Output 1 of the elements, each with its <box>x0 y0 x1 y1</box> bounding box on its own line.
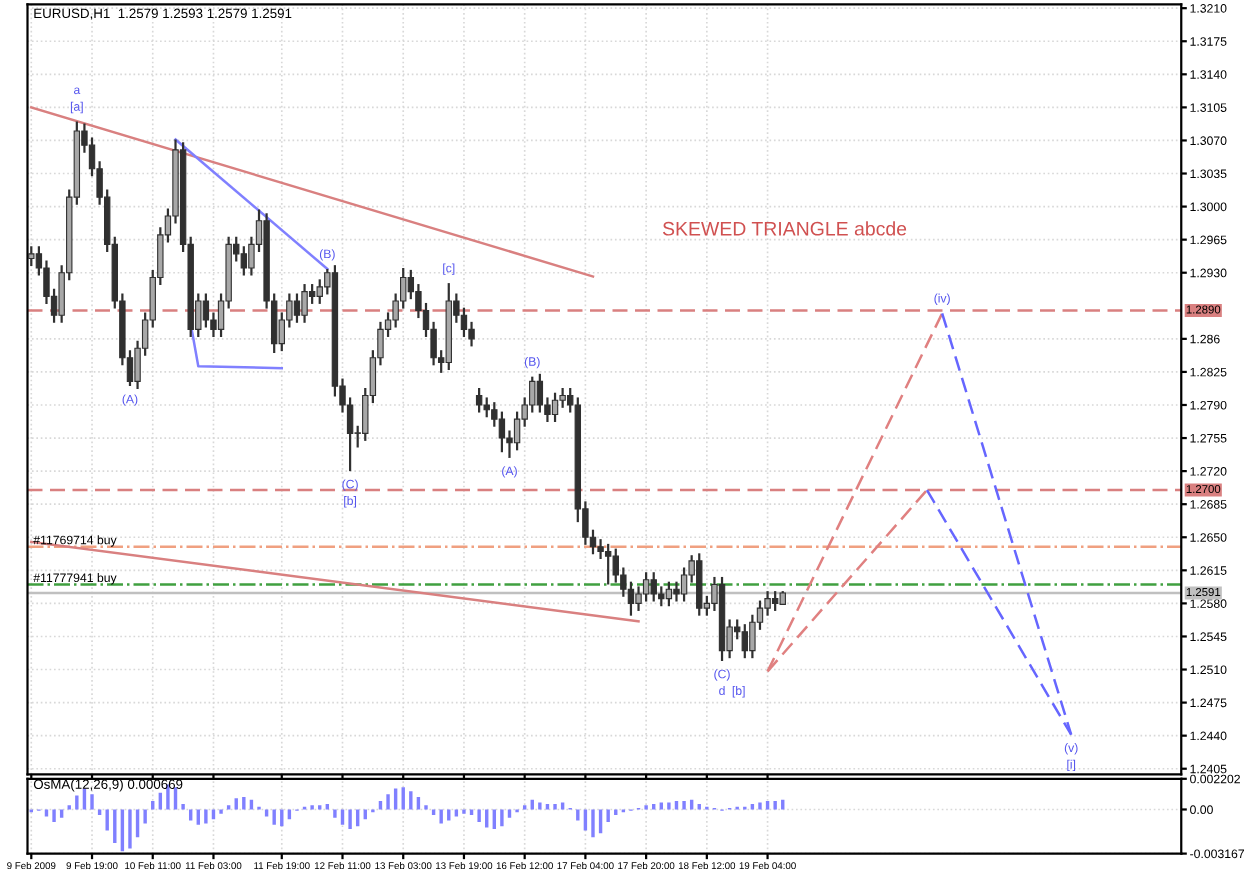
annotation: SKEWED TRIANGLE abcde <box>662 221 907 236</box>
